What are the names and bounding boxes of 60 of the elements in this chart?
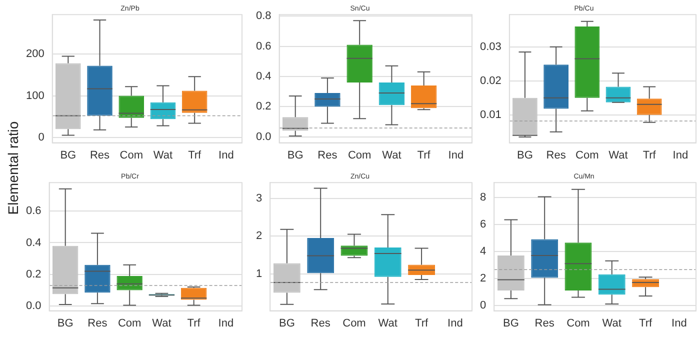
x-tick-label: Wat xyxy=(602,317,622,330)
y-tick-label: 4 xyxy=(480,245,486,258)
x-tick-label: Trf xyxy=(639,317,653,330)
x-tick-label: BG xyxy=(502,317,519,330)
x-tick-label: Ind xyxy=(672,317,687,330)
x-tick-label: Trf xyxy=(415,317,429,330)
y-tick-label: 2 xyxy=(480,272,486,284)
x-tick-label: Wat xyxy=(152,317,172,330)
x-tick-label: Res xyxy=(90,149,110,162)
x-tick-label: Wat xyxy=(378,317,398,330)
x-tick-label: Res xyxy=(318,149,338,162)
x-tick-label: Ind xyxy=(448,149,464,162)
y-tick-label: 0.0 xyxy=(256,130,272,143)
x-tick-label: Ind xyxy=(218,149,234,162)
x-tick-label: BG xyxy=(517,149,533,162)
x-tick-label: Res xyxy=(534,317,555,330)
y-tick-label: 0.4 xyxy=(256,70,272,82)
x-tick-label: BG xyxy=(60,149,76,162)
x-tick-label: BG xyxy=(278,317,295,330)
y-tick-label: 0.0 xyxy=(26,300,42,312)
y-tick-label: 1 xyxy=(256,268,262,280)
x-tick-label: Trf xyxy=(188,149,202,162)
x-tick-label: Res xyxy=(88,317,108,330)
y-tick-label: 0.01 xyxy=(480,108,502,121)
x-tick-label: Res xyxy=(310,317,331,330)
x-tick-label: Com xyxy=(120,149,143,162)
y-tick-label: 0.6 xyxy=(256,40,272,52)
y-tick-label: 6 xyxy=(480,218,486,230)
y-tick-label: 0.2 xyxy=(26,268,42,280)
x-tick-label: Trf xyxy=(642,149,657,162)
x-tick-label: Com xyxy=(342,317,366,330)
x-tick-label: Com xyxy=(566,317,590,330)
y-tick-label: 0 xyxy=(480,299,486,312)
y-tick-label: 0 xyxy=(38,131,44,144)
x-tick-label: Ind xyxy=(218,317,234,330)
x-tick-label: Com xyxy=(118,317,142,330)
x-tick-label: BG xyxy=(57,317,74,330)
y-tick-label: 8 xyxy=(480,191,486,204)
y-tick-label: 0.8 xyxy=(256,10,272,22)
y-tick-label: 100 xyxy=(26,90,44,102)
x-tick-label: Wat xyxy=(608,149,628,162)
y-axis-title: Elemental ratio xyxy=(5,120,21,217)
x-tick-label: Com xyxy=(576,149,599,162)
y-tick-label: 0.03 xyxy=(480,40,502,53)
y-tick-label: 0.4 xyxy=(26,236,42,249)
y-tick-label: 0.02 xyxy=(480,74,502,87)
y-tick-label: 200 xyxy=(26,48,44,60)
x-tick-label: Ind xyxy=(672,149,688,162)
x-tick-label: Res xyxy=(546,149,566,162)
x-tick-label: Wat xyxy=(382,149,402,162)
x-tick-label: Wat xyxy=(153,149,173,162)
y-tick-label: 0.6 xyxy=(26,205,42,218)
x-tick-label: Trf xyxy=(417,149,432,162)
y-tick-label: 3 xyxy=(256,192,262,204)
x-tick-label: Com xyxy=(348,149,372,162)
x-tick-label: Trf xyxy=(187,317,202,330)
y-tick-label: 2 xyxy=(256,230,262,242)
x-tick-label: BG xyxy=(287,149,304,162)
x-tick-label: Ind xyxy=(448,317,463,330)
y-tick-label: 0.2 xyxy=(256,100,272,113)
